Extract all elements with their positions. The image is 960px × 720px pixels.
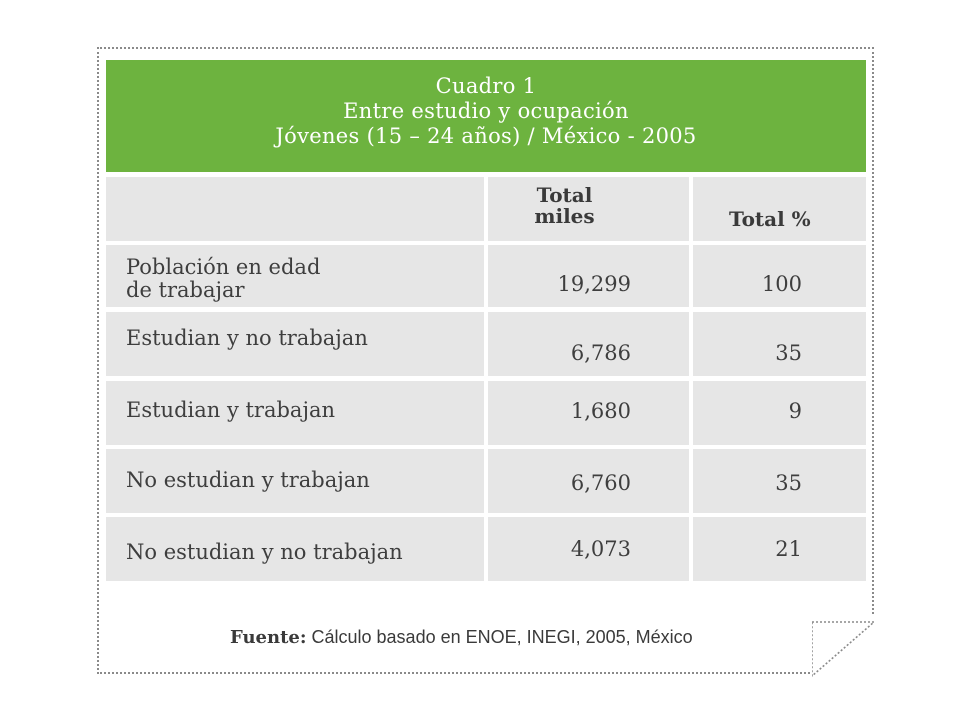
page-curl-icon <box>811 621 877 678</box>
row-pct-value: 100 <box>761 272 802 296</box>
table-row-pct: 35 <box>693 449 866 513</box>
row-pct-value: 35 <box>775 341 802 365</box>
row-miles-value: 6,760 <box>570 471 631 495</box>
table-row-label: No estudian y no trabajan <box>106 517 484 581</box>
row-pct-value: 35 <box>775 471 802 495</box>
row-label-line1: Estudian y trabajan <box>126 398 336 422</box>
table-frame <box>97 47 874 674</box>
row-label-line1: No estudian y no trabajan <box>126 540 403 564</box>
source-label: Fuente: <box>230 627 307 648</box>
row-miles-value: 19,299 <box>557 272 631 296</box>
source-note: Fuente: Cálculo basado en ENOE, INEGI, 2… <box>230 627 693 648</box>
table-row-label: No estudian y trabajan <box>106 449 484 513</box>
row-miles-value: 6,786 <box>570 341 631 365</box>
header-total-pct: Total % <box>693 177 866 241</box>
row-label-line1: Población en edad <box>126 255 321 279</box>
row-pct-value: 21 <box>775 537 802 561</box>
header-total-pct-label: Total % <box>729 207 811 231</box>
row-label-line1: Estudian y no trabajan <box>126 326 368 350</box>
header-total-miles: Total miles <box>488 177 689 241</box>
header-total-miles-line2: miles <box>534 204 595 228</box>
row-label-line2: de trabajar <box>126 278 245 302</box>
table-title: Cuadro 1 Entre estudio y ocupación Jóven… <box>106 60 866 172</box>
table-row-miles: 6,760 <box>488 449 689 513</box>
title-line-2: Entre estudio y ocupación <box>343 99 629 123</box>
table-row-label: Población en edad de trabajar <box>106 245 484 307</box>
table-row-miles: 19,299 <box>488 245 689 307</box>
header-empty-cell <box>106 177 484 241</box>
title-line-1: Cuadro 1 <box>435 74 537 98</box>
table-row-label: Estudian y no trabajan <box>106 312 484 376</box>
table-row-pct: 35 <box>693 312 866 376</box>
row-pct-value: 9 <box>788 399 802 423</box>
header-total-miles-line1: Total <box>536 183 593 207</box>
table-row-miles: 6,786 <box>488 312 689 376</box>
page-curl-corner <box>811 616 880 680</box>
table-row-pct: 21 <box>693 517 866 581</box>
table-row-pct: 9 <box>693 381 866 445</box>
source-text: Cálculo basado en ENOE, INEGI, 2005, Méx… <box>306 627 693 647</box>
table-row-label: Estudian y trabajan <box>106 381 484 445</box>
row-miles-value: 1,680 <box>570 399 631 423</box>
title-line-3: Jóvenes (15 – 24 años) / México - 2005 <box>275 124 697 148</box>
table-row-pct: 100 <box>693 245 866 307</box>
table-row-miles: 4,073 <box>488 517 689 581</box>
table-row-miles: 1,680 <box>488 381 689 445</box>
row-miles-value: 4,073 <box>570 537 631 561</box>
row-label-line1: No estudian y trabajan <box>126 468 370 492</box>
